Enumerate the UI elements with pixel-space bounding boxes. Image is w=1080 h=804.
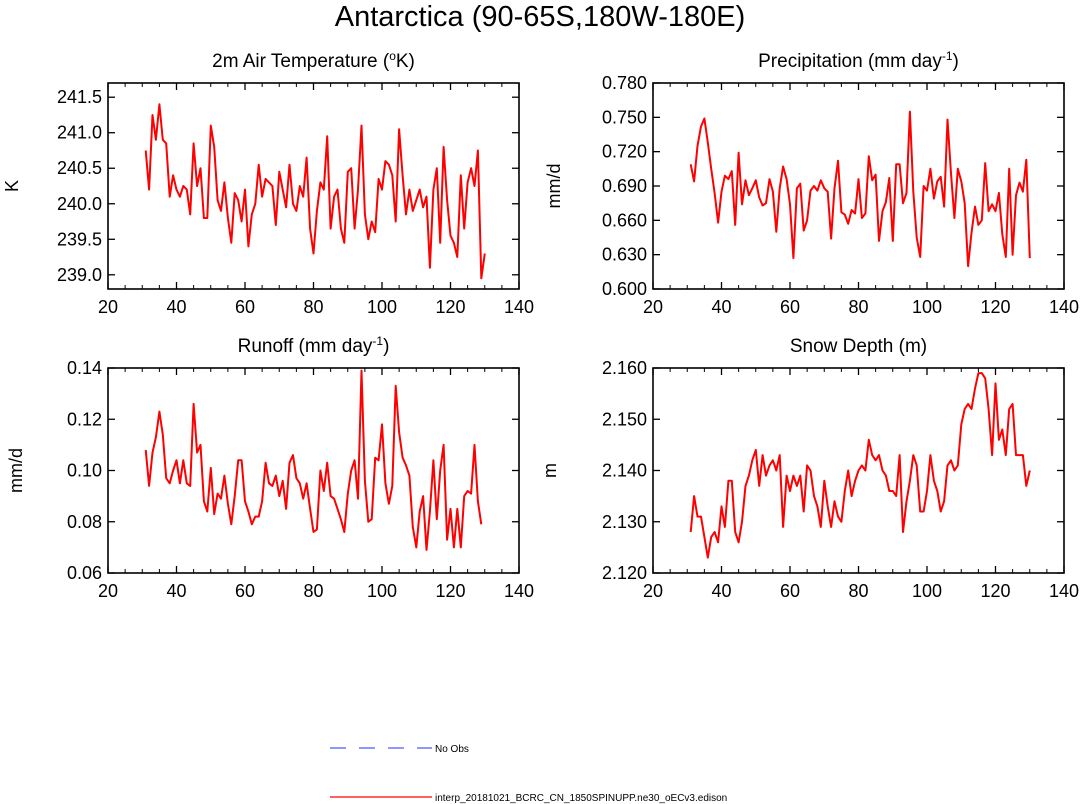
y-tick-label: 240.5 [57, 158, 102, 178]
x-tick-label: 100 [912, 297, 942, 317]
legend-label: No Obs [435, 744, 469, 755]
y-tick-label: 2.140 [602, 461, 647, 481]
x-tick-label: 100 [912, 581, 942, 601]
y-tick-label: 239.5 [57, 229, 102, 249]
y-axis-label: mm/d [544, 164, 564, 209]
y-axis-label: K [2, 180, 22, 192]
x-tick-label: 40 [166, 297, 186, 317]
y-tick-label: 0.08 [67, 512, 102, 532]
y-tick-label: 2.150 [602, 409, 647, 429]
x-tick-label: 60 [235, 581, 255, 601]
y-tick-label: 2.120 [602, 563, 647, 583]
x-tick-label: 20 [98, 581, 118, 601]
x-tick-label: 140 [504, 297, 534, 317]
panel-title: 2m Air Temperature (oK) [212, 49, 415, 72]
series-line-snow [689, 372, 1031, 559]
y-tick-label: 0.720 [602, 142, 647, 162]
legend: No Obs interp_20181021_BCRC_CN_1850SPINUP… [330, 744, 727, 804]
x-tick-label: 80 [848, 297, 868, 317]
x-tick-label: 100 [367, 581, 397, 601]
series-line-temp [144, 103, 486, 280]
x-tick-label: 20 [643, 581, 663, 601]
y-tick-label: 0.600 [602, 279, 647, 299]
panel-title: Runoff (mm day-1) [238, 334, 390, 357]
x-tick-label: 60 [780, 581, 800, 601]
x-tick-label: 40 [711, 297, 731, 317]
y-tick-label: 0.660 [602, 210, 647, 230]
y-tick-label: 0.780 [602, 73, 647, 93]
chart-panel-runoff: Runoff (mm day-1) mm/d 20 40 60 80 100 120 140 0.… [6, 334, 534, 601]
y-tick-label: 0.12 [67, 409, 102, 429]
chart-panel-temp: 2m Air Temperature (oK) K 20 40 60 80 100 120 14… [2, 49, 534, 317]
legend-label: interp_20181021_BCRC_CN_1850SPINUPP.ne30… [435, 793, 727, 804]
panel-title: Snow Depth (m) [790, 336, 927, 357]
y-tick-label: 241.5 [57, 87, 102, 107]
x-tick-label: 140 [1049, 581, 1079, 601]
x-tick-label: 80 [848, 581, 868, 601]
y-tick-label: 240.0 [57, 194, 102, 214]
y-tick-label: 241.0 [57, 123, 102, 143]
y-tick-label: 0.630 [602, 245, 647, 265]
chart-panel-precip: Precipitation (mm day-1) mm/d 20 40 60 80 100 1… [544, 49, 1079, 317]
x-tick-label: 60 [780, 297, 800, 317]
y-tick-label: 0.14 [67, 358, 102, 378]
y-axis-label: m [540, 463, 560, 478]
x-tick-label: 120 [435, 581, 465, 601]
y-tick-label: 2.130 [602, 512, 647, 532]
x-tick-label: 140 [1049, 297, 1079, 317]
x-tick-label: 120 [435, 297, 465, 317]
x-tick-label: 120 [980, 297, 1010, 317]
x-tick-label: 20 [98, 297, 118, 317]
y-tick-label: 0.750 [602, 107, 647, 127]
chart-panel-snow: Snow Depth (m) m 20 40 60 80 100 120 140 2.120 2.1… [540, 336, 1079, 601]
main-title: Antarctica (90-65S,180W-180E) [334, 1, 746, 33]
x-tick-label: 60 [235, 297, 255, 317]
x-tick-label: 140 [504, 581, 534, 601]
y-tick-label: 0.690 [602, 176, 647, 196]
y-axis-label: mm/d [6, 448, 26, 493]
plot-frame [107, 367, 520, 574]
x-tick-label: 100 [367, 297, 397, 317]
y-tick-label: 239.0 [57, 265, 102, 285]
x-tick-label: 20 [643, 297, 663, 317]
series-line-precip [689, 110, 1031, 268]
y-tick-label: 0.10 [67, 461, 102, 481]
series-line-runoff [144, 369, 483, 551]
x-tick-label: 80 [303, 581, 323, 601]
panel-title: Precipitation (mm day-1) [758, 49, 959, 72]
y-tick-label: 2.160 [602, 358, 647, 378]
x-tick-label: 120 [980, 581, 1010, 601]
x-tick-label: 40 [166, 581, 186, 601]
x-tick-label: 80 [303, 297, 323, 317]
y-tick-label: 0.06 [67, 563, 102, 583]
x-tick-label: 40 [711, 581, 731, 601]
